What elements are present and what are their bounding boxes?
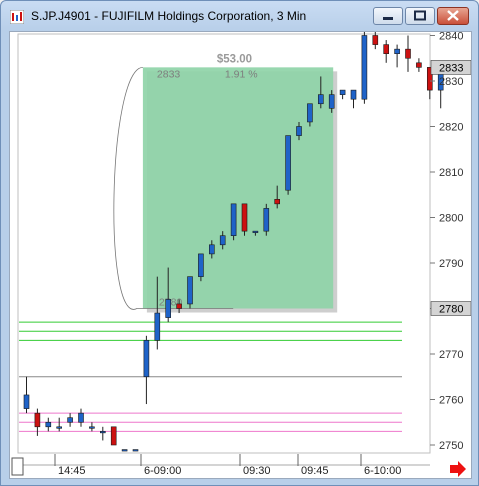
candle-body-19 (230, 203, 237, 237)
time-label-0: 14:45 (58, 465, 86, 477)
candle-body-22 (263, 208, 270, 232)
candle-body-11 (143, 340, 150, 378)
measure-change: $53.00 (217, 53, 252, 65)
price-tick-label-8: 2760 (439, 395, 463, 407)
measure-high-label: 2833 (157, 68, 181, 80)
window-title: S.JP.J4901 - FUJIFILM Holdings Corporati… (31, 9, 307, 23)
price-flag-label-1: 2780 (439, 304, 463, 316)
candle-body-18 (219, 235, 226, 246)
price-chart[interactable]: 2833 2780 $53.00 1.91 % 2840 2830 2820 2810 2800… (10, 31, 472, 478)
candle-body-20 (241, 203, 248, 232)
scroll-right-arrow-icon[interactable] (450, 461, 466, 477)
candle-body-17 (209, 244, 215, 255)
measure-curve (113, 66, 234, 310)
price-tick-label-3: 2810 (439, 167, 463, 179)
candle-body-14 (176, 303, 182, 309)
candle-body-9 (121, 449, 128, 452)
time-label-1: 6-09:00 (144, 465, 181, 477)
time-label-2: 09:30 (243, 465, 271, 477)
time-label-4: 6-10:00 (364, 465, 401, 477)
candle-body-28 (328, 94, 335, 109)
close-button[interactable] (437, 7, 469, 25)
time-label-3: 09:45 (301, 465, 329, 477)
candle-body-31 (361, 35, 368, 100)
candle-body-13 (165, 299, 171, 318)
candle-body-5 (78, 412, 84, 423)
price-tick-label-1: 2830 (439, 76, 463, 88)
measure-zone (142, 67, 334, 309)
candle-body-27 (317, 94, 324, 105)
candle-body-33 (383, 44, 390, 54)
candle-body-29 (339, 89, 346, 95)
candle-body-6 (89, 426, 95, 429)
price-tick-label-2: 2820 (439, 122, 463, 134)
price-tick-label-4: 2800 (439, 213, 463, 225)
price-tick-label-0: 2840 (439, 32, 463, 43)
candle-body-2 (45, 421, 52, 428)
candle-body-26 (307, 103, 313, 123)
candle-body-34 (394, 48, 400, 54)
minimize-icon (383, 17, 393, 20)
scroll-box[interactable] (11, 457, 24, 476)
candle-body-23 (274, 199, 281, 205)
minimize-button[interactable] (373, 7, 403, 25)
candle-body-30 (350, 89, 357, 100)
candle-body-37 (426, 67, 433, 91)
candle-body-7 (100, 431, 106, 434)
chart-area[interactable]: 2833 2780 $53.00 1.91 % 2840 2830 2820 2810 2800… (9, 31, 472, 479)
candle-body-8 (110, 426, 117, 446)
candle-body-0 (23, 394, 30, 409)
candle-body-3 (56, 426, 63, 429)
close-icon (447, 10, 459, 21)
price-tick-label-5: 2790 (439, 258, 463, 270)
candle-body-32 (372, 35, 379, 45)
candle-body-21 (252, 230, 259, 233)
candle-body-16 (198, 253, 204, 277)
candle-body-12 (154, 312, 161, 341)
measure-percent: 1.91 % (225, 68, 258, 80)
candle-body-4 (67, 417, 73, 423)
candle-body-15 (187, 276, 193, 305)
title-bar[interactable]: S.JP.J4901 - FUJIFILM Holdings Corporati… (1, 1, 478, 31)
price-tick-label-9: 2750 (439, 440, 463, 452)
price-flag-label-0: 2833 (439, 62, 463, 74)
chart-app-icon[interactable] (10, 10, 24, 24)
maximize-icon (414, 10, 426, 21)
candle-body-25 (296, 126, 302, 136)
candle-body-1 (34, 412, 41, 428)
candle-body-36 (416, 62, 422, 68)
candle-body-24 (285, 135, 291, 191)
maximize-button[interactable] (405, 7, 435, 25)
candle-body-10 (132, 449, 139, 452)
price-tick-label-7: 2770 (439, 349, 463, 361)
candle-body-35 (405, 48, 411, 59)
